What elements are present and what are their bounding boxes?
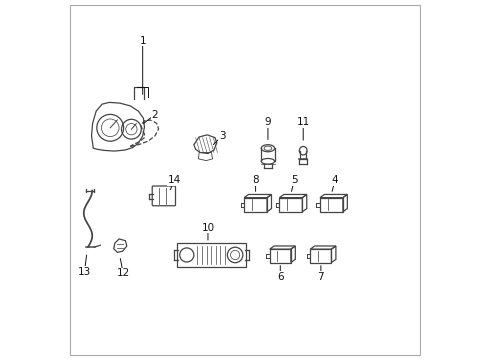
Text: 8: 8 bbox=[252, 175, 259, 185]
Text: 11: 11 bbox=[296, 117, 310, 127]
Text: 10: 10 bbox=[201, 222, 215, 233]
Text: 12: 12 bbox=[117, 269, 130, 279]
Text: 4: 4 bbox=[332, 175, 338, 185]
Text: 3: 3 bbox=[219, 131, 225, 141]
Text: 13: 13 bbox=[78, 267, 91, 277]
Text: 2: 2 bbox=[152, 110, 158, 120]
Text: 1: 1 bbox=[139, 36, 146, 46]
Text: 6: 6 bbox=[277, 272, 284, 282]
Text: 9: 9 bbox=[265, 117, 271, 127]
Text: 7: 7 bbox=[318, 272, 324, 282]
Text: 5: 5 bbox=[291, 175, 298, 185]
Text: 14: 14 bbox=[168, 175, 181, 185]
